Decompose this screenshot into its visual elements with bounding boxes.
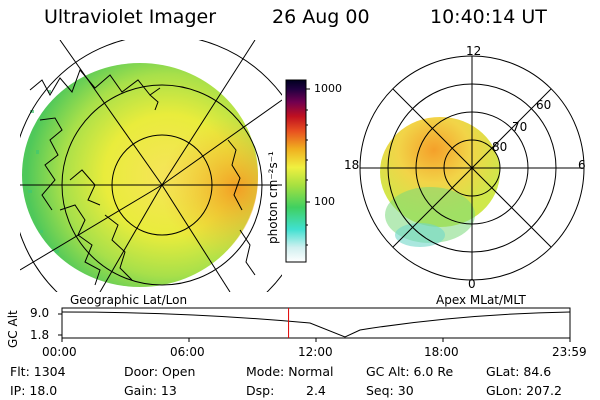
dsp-value: 2.4 xyxy=(306,383,326,398)
altitude-tick-9: 9.0 xyxy=(30,306,50,320)
altitude-x-ticks xyxy=(61,338,571,342)
altitude-frame xyxy=(61,307,571,339)
gc-alt-value: GC Alt: 6.0 Re xyxy=(366,364,454,379)
time-tick-1800: 18:00 xyxy=(424,345,459,359)
mlat-label-80: 80 xyxy=(492,140,508,154)
geo-meridians xyxy=(20,40,282,292)
mlt-label-0: 0 xyxy=(468,277,476,291)
auroral-low-apex xyxy=(385,187,475,243)
mode-value: Mode: Normal xyxy=(246,364,334,379)
time-tick-2359: 23:59 xyxy=(552,345,587,359)
glon-value: GLon: 207.2 xyxy=(486,383,562,398)
flight-number: Flt: 1304 xyxy=(10,364,66,379)
altitude-curve xyxy=(61,311,571,338)
mlt-label-18: 18 xyxy=(344,158,360,172)
auroral-glow-geo xyxy=(22,63,258,287)
mlat-label-70: 70 xyxy=(512,120,528,134)
time-tick-1200: 12:00 xyxy=(298,345,333,359)
altitude-strip xyxy=(58,307,571,342)
seq-value: Seq: 30 xyxy=(366,383,414,398)
apex-caption: Apex MLat/MLT xyxy=(436,293,526,307)
mlt-label-12: 12 xyxy=(466,44,482,58)
altitude-axis-label: GC Alt xyxy=(6,310,20,348)
colorbar-tick-100: 100 xyxy=(314,195,335,208)
mlt-label-6: 6 xyxy=(578,158,586,172)
time-tick-0000: 00:00 xyxy=(42,345,77,359)
app-title: Ultraviolet Imager xyxy=(44,6,217,28)
geographic-caption: Geographic Lat/Lon xyxy=(70,293,188,307)
time-label: 10:40:14 UT xyxy=(430,6,547,28)
gain-value: Gain: 13 xyxy=(124,383,177,398)
auroral-oval-geo xyxy=(42,74,258,282)
dsp-label: Dsp: xyxy=(246,383,275,398)
mlat-label-60: 60 xyxy=(536,98,552,112)
date-label: 26 Aug 00 xyxy=(272,6,370,28)
colorbar-tick-1000: 1000 xyxy=(314,82,342,95)
altitude-y-ticks xyxy=(58,313,62,336)
noise-speckle xyxy=(28,90,59,253)
auroral-faint-apex xyxy=(395,223,445,247)
auroral-oval-apex xyxy=(380,117,500,227)
glat-value: GLat: 84.6 xyxy=(486,364,552,379)
colorbar-label: photon cm⁻²s⁻¹ xyxy=(266,151,280,244)
time-tick-0600: 06:00 xyxy=(170,345,205,359)
door-status: Door: Open xyxy=(124,364,196,379)
apex-mlat-circles xyxy=(359,55,585,281)
apex-panel xyxy=(359,55,585,281)
ip-value: IP: 18.0 xyxy=(10,383,58,398)
altitude-tick-1-8: 1.8 xyxy=(30,328,50,342)
coastlines xyxy=(29,69,256,286)
colorbar-ticks xyxy=(306,88,310,246)
apex-mlt-lines xyxy=(360,56,584,280)
colorbar xyxy=(285,79,307,263)
